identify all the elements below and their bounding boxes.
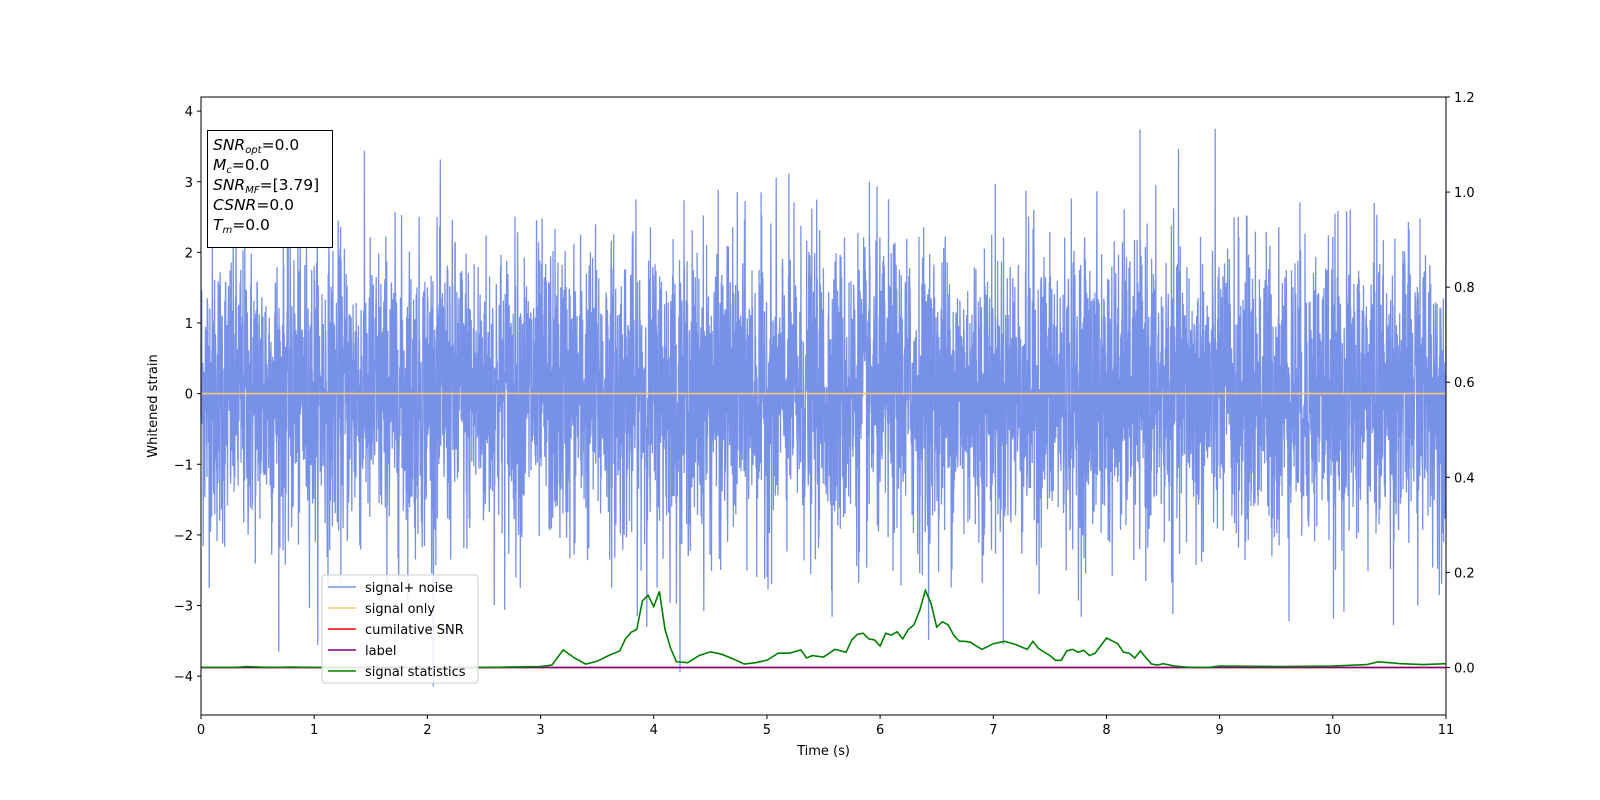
legend-frame — [321, 574, 479, 684]
plot-frame — [200, 96, 1447, 716]
series-line-signal-noise — [200, 128, 1447, 687]
mc-value: =0.0 — [231, 156, 270, 174]
series-line-signal-statistics — [201, 588, 1447, 669]
noise-series — [200, 128, 1447, 687]
csnr-label: CSNR — [213, 196, 257, 214]
snr-opt-line: SNRopt=0.0 — [213, 135, 327, 156]
y-tick-label: 2 — [185, 246, 193, 261]
y-right-tick-label: 0.2 — [1454, 566, 1475, 581]
x-tick-label: 6 — [876, 723, 884, 738]
x-tick-label: 5 — [763, 723, 771, 738]
y-right-tick-label: 1.2 — [1454, 91, 1475, 106]
y-tick-label: 0 — [185, 388, 193, 403]
tm-sub: m — [222, 225, 233, 236]
y-tick-label: −3 — [174, 600, 193, 615]
y-right-tick-label: 0.6 — [1454, 376, 1475, 391]
x-tick-label: 3 — [536, 723, 544, 738]
info-box: SNRopt=0.0 Mc=0.0 SNRMF=[3.79] CSNR=0.0 … — [207, 130, 333, 248]
x-tick-label: 4 — [650, 723, 658, 738]
snr-opt-label: SNR — [213, 136, 246, 154]
csnr-value: =0.0 — [256, 196, 294, 214]
x-tick-label: 9 — [1215, 723, 1223, 738]
y-axis-label: Whitened strain — [146, 354, 161, 457]
x-tick-label: 8 — [1102, 723, 1110, 738]
snr-opt-sub: opt — [245, 145, 262, 156]
legend: signal+ noise signal only cumilative SNR la… — [321, 574, 479, 684]
y-tick-label: 4 — [185, 105, 193, 120]
y-tick-label: 3 — [185, 176, 193, 191]
legend-label: cumilative SNR — [365, 623, 464, 638]
x-tick-label: 10 — [1325, 723, 1342, 738]
y-tick-label: −1 — [174, 458, 193, 473]
legend-label: signal only — [365, 602, 435, 617]
snr-mf-line: SNRMF=[3.79] — [213, 175, 327, 196]
y-tick-label: −2 — [174, 529, 193, 544]
snr-mf-sub: MF — [245, 185, 260, 196]
legend-label: label — [365, 644, 396, 659]
y-right-tick-label: 0.0 — [1454, 661, 1475, 676]
x-tick-label: 11 — [1438, 723, 1455, 738]
x-axis-label: Time (s) — [796, 744, 850, 759]
tm-line: Tm=0.0 — [213, 215, 327, 236]
mc-label: M — [213, 156, 227, 174]
x-tick-label: 0 — [197, 723, 205, 738]
y-right-tick-label: 1.0 — [1454, 186, 1475, 201]
mc-sub: c — [226, 165, 232, 176]
tm-label: T — [213, 216, 223, 234]
axis-ticks: 0 1 2 3 4 5 6 7 8 9 10 11 −4 −3 −2 −1 0 1 2 3 4 0.0 0.2 0.4 0.6 0… — [174, 91, 1475, 738]
x-tick-label: 7 — [989, 723, 997, 738]
x-tick-label: 2 — [423, 723, 431, 738]
snr-mf-label: SNR — [213, 176, 246, 194]
legend-label: signal statistics — [365, 665, 466, 680]
legend-label: signal+ noise — [365, 581, 453, 596]
csnr-line: CSNR=0.0 — [213, 195, 327, 215]
mc-line: Mc=0.0 — [213, 155, 327, 176]
y-right-tick-label: 0.4 — [1454, 471, 1475, 486]
tm-value: =0.0 — [232, 216, 270, 234]
y-right-tick-label: 0.8 — [1454, 281, 1475, 296]
snr-mf-value: =[3.79] — [259, 176, 320, 194]
snr-opt-value: =0.0 — [261, 136, 300, 154]
x-tick-label: 1 — [310, 723, 318, 738]
y-tick-label: 1 — [185, 317, 193, 332]
y-tick-label: −4 — [174, 670, 193, 685]
